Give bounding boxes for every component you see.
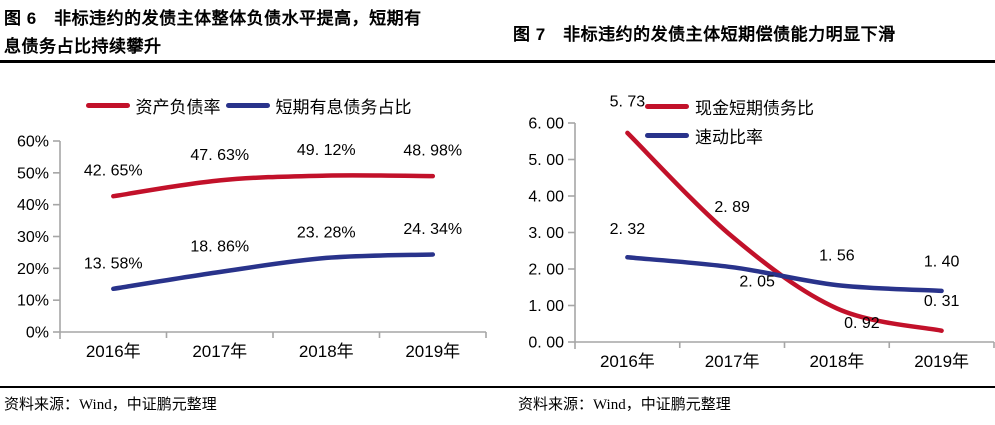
figure7-source: 资料来源：Wind，中证鹏元整理 xyxy=(518,397,731,413)
figure7-plot: 0. 00 1. 00 2. 00 3. 00 4. 00 5. 00 6. 00 2016年… xyxy=(528,93,995,371)
legend-item: 速动比率 xyxy=(645,125,814,147)
figure6-chart: 0% 10% 20% 30% 40% 50% 60% 2016年 2017年 2018年 2019年… xyxy=(0,80,497,380)
y-tick-label: 3. 00 xyxy=(528,225,564,242)
x-axis-label: 2016年 xyxy=(86,342,141,361)
legend-label: 短期有息债务占比 xyxy=(275,97,412,117)
data-label: 18. 86% xyxy=(190,238,249,255)
legend-item: 资产负债率 xyxy=(85,95,221,117)
legend-label: 现金短期债务比 xyxy=(695,98,814,118)
y-tick-label: 6. 00 xyxy=(528,116,564,133)
data-label: 13. 58% xyxy=(84,255,143,272)
series-line-blue xyxy=(111,252,436,292)
x-axis-label: 2016年 xyxy=(600,352,655,371)
data-label: 2. 89 xyxy=(714,199,750,216)
legend: 现金短期债务比 速动比率 xyxy=(645,96,814,147)
legend-swatch-blue xyxy=(645,132,689,138)
bottom-divider-rule xyxy=(0,386,995,388)
data-label: 0. 31 xyxy=(924,293,960,310)
y-tick-label: 5. 00 xyxy=(528,152,564,169)
series-line-red xyxy=(111,173,436,199)
data-label: 42. 65% xyxy=(84,163,143,180)
legend-swatch-red xyxy=(645,103,689,109)
y-tick-label: 20% xyxy=(17,261,49,278)
figure7-title: 图 7 非标违约的发债主体短期偿债能力明显下滑 xyxy=(513,25,896,44)
y-tick-label: 4. 00 xyxy=(528,189,564,206)
legend-swatch-blue xyxy=(225,102,270,108)
top-divider-rule xyxy=(0,60,995,63)
data-label: 24. 34% xyxy=(403,221,462,238)
x-axis-label: 2019年 xyxy=(914,352,969,371)
figure6-plot: 0% 10% 20% 30% 40% 50% 60% 2016年 2017年 2018年 2019年… xyxy=(17,134,487,361)
legend-item: 短期有息债务占比 xyxy=(225,95,412,117)
legend-item: 现金短期债务比 xyxy=(645,96,814,118)
legend: 资产负债率 短期有息债务占比 xyxy=(0,95,497,117)
data-label: 1. 40 xyxy=(924,253,960,270)
figure6-source: 资料来源：Wind，中证鹏元整理 xyxy=(4,397,217,413)
x-axis-label: 2017年 xyxy=(192,342,247,361)
figure7-chart: 0. 00 1. 00 2. 00 3. 00 4. 00 5. 00 6. 00 2016年… xyxy=(497,80,995,380)
x-axis-label: 2018年 xyxy=(299,342,354,361)
y-tick-label: 30% xyxy=(17,229,49,246)
legend-label: 资产负债率 xyxy=(135,97,221,117)
x-axis-label: 2019年 xyxy=(405,342,460,361)
data-label: 23. 28% xyxy=(297,224,356,241)
legend-swatch-red xyxy=(85,102,130,108)
legend-label: 速动比率 xyxy=(695,127,763,147)
data-label: 2. 32 xyxy=(610,221,646,238)
y-tick-label: 40% xyxy=(17,197,49,214)
y-tick-label: 1. 00 xyxy=(528,298,564,315)
x-axis-label: 2017年 xyxy=(705,352,760,371)
y-tick-label: 60% xyxy=(17,134,49,151)
data-label: 49. 12% xyxy=(297,142,356,159)
y-tick-label: 0. 00 xyxy=(528,335,564,352)
y-tick-label: 2. 00 xyxy=(528,262,564,279)
series-line-blue xyxy=(625,255,944,294)
series-line-red xyxy=(625,130,944,333)
data-label: 2. 05 xyxy=(739,274,775,291)
data-label: 1. 56 xyxy=(819,248,855,265)
data-label: 0. 92 xyxy=(844,315,880,332)
x-axis-label: 2018年 xyxy=(809,352,864,371)
data-label: 47. 63% xyxy=(190,147,249,164)
y-tick-label: 0% xyxy=(26,325,49,342)
figure6-title: 图 6 非标违约的发债主体整体负债水平提高，短期有息债务占比持续攀升 xyxy=(4,9,422,56)
data-label: 5. 73 xyxy=(610,93,646,110)
data-label: 48. 98% xyxy=(403,143,462,160)
y-tick-label: 50% xyxy=(17,165,49,182)
y-tick-label: 10% xyxy=(17,293,49,310)
